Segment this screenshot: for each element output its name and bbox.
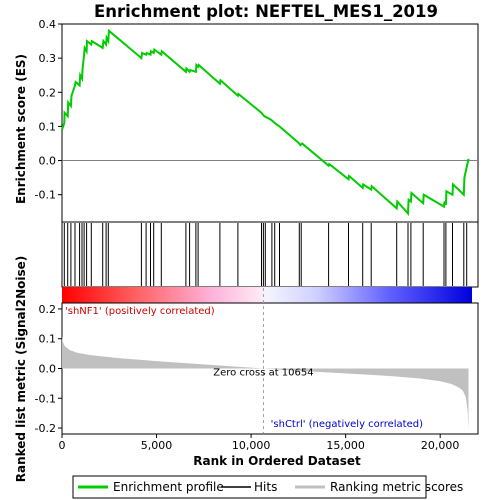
hit-markers [63, 223, 468, 286]
es-y-axis-label: Enrichment score (ES) [14, 54, 28, 204]
metric-y-tick-label: -0.1 [35, 392, 56, 405]
metric-y-axis-label: Ranked list metric (Signal2Noise) [14, 256, 28, 483]
x-tick-label: 0 [59, 439, 66, 452]
metric-y-tick-label: -0.2 [35, 422, 56, 435]
es-panel: -0.1 0.0 0.1 0.2 0.3 0.4 Enrichment score (ES… [14, 18, 479, 223]
zero-cross-label: Zero cross at 10654 [213, 368, 313, 379]
legend-label-enrichment-profile: Enrichment profile [113, 480, 224, 494]
x-tick-label: 15,000 [326, 439, 365, 452]
metric-y-tick-label: 0.0 [39, 363, 57, 376]
negative-correlation-label: 'shCtrl' (negatively correlated) [271, 419, 423, 430]
metric-y-axis: -0.2 -0.1 0.0 0.1 0.2 [35, 303, 62, 435]
legend: Enrichment profile Hits Ranking metric s… [72, 475, 463, 499]
legend-label-ranking-metric: Ranking metric scores [330, 480, 463, 494]
x-axis-label: Rank in Ordered Dataset [193, 454, 361, 468]
x-tick-label: 5,000 [141, 439, 173, 452]
rank-color-bar [62, 287, 472, 303]
hits-panel [61, 221, 479, 303]
es-y-tick-label: 0.4 [39, 18, 57, 31]
x-tick-label: 20,000 [421, 439, 460, 452]
enrichment-profile-line [61, 28, 470, 217]
metric-x-axis: 0 5,000 10,000 15,000 20,000 [59, 434, 460, 452]
positive-correlation-label: 'shNF1' (positively correlated) [65, 306, 215, 317]
es-y-tick-label: 0.2 [39, 86, 57, 99]
metric-y-tick-label: 0.2 [39, 303, 57, 316]
x-tick-label: 10,000 [232, 439, 271, 452]
es-y-axis: -0.1 0.0 0.1 0.2 0.3 0.4 [35, 18, 62, 202]
metric-panel: -0.2 -0.1 0.0 0.1 0.2 0 5,000 10,000 15,000 20,0… [14, 256, 479, 483]
metric-y-tick-label: 0.1 [39, 333, 57, 346]
es-y-tick-label: 0.3 [39, 52, 57, 65]
chart-title: Enrichment plot: NEFTEL_MES1_2019 [94, 2, 438, 21]
hits-panel-frame [61, 221, 479, 288]
es-y-tick-label: 0.1 [39, 120, 57, 133]
es-y-tick-label: -0.1 [35, 189, 56, 202]
es-panel-frame [61, 23, 479, 223]
es-y-tick-label: 0.0 [39, 155, 57, 168]
legend-label-hits: Hits [254, 480, 277, 494]
